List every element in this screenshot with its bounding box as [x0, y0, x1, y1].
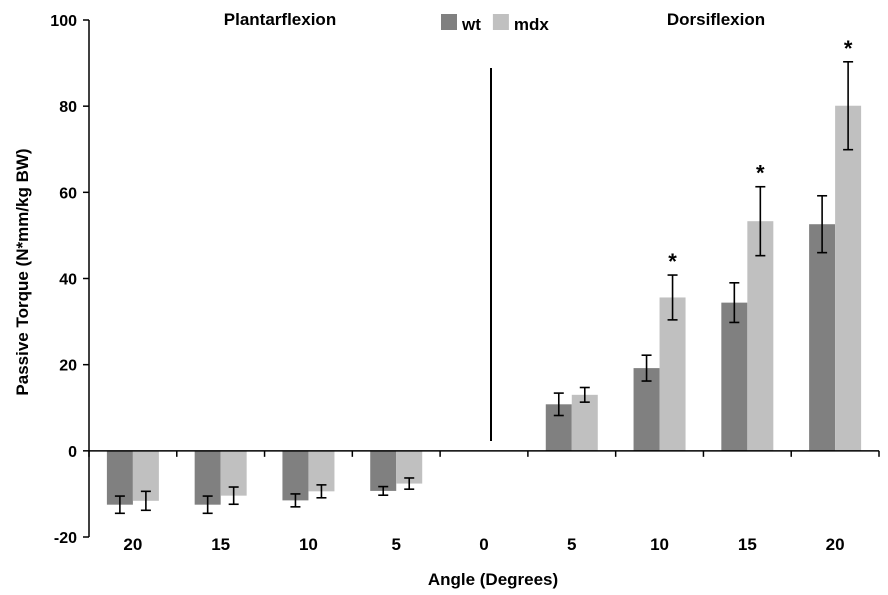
bar-wt-7	[721, 302, 748, 451]
error-bar-mdx-6	[667, 274, 678, 321]
bar-wt-6	[633, 368, 660, 451]
error-bar-wt-0	[114, 495, 125, 515]
labels-layer: * * * -20 0 20 40 60 80 100 20 15 10 5 0 5 10 15 20 Plantar…	[13, 10, 853, 589]
x-tick-label: 15	[738, 535, 757, 554]
bar-mdx-6	[659, 297, 686, 451]
y-axis-title: Passive Torque (N*mm/kg BW)	[13, 148, 32, 395]
error-bar-mdx-7	[755, 185, 766, 257]
y-tick-label: 20	[59, 358, 77, 375]
y-tick-label: 40	[59, 272, 77, 289]
error-bar-wt-2	[290, 493, 301, 508]
error-bar-wt-1	[202, 495, 213, 515]
error-bar-wt-6	[641, 354, 652, 382]
x-tick-label: 20	[123, 535, 142, 554]
bar-wt-8	[809, 224, 836, 451]
legend-swatch-wt	[441, 14, 457, 30]
bar-wt-3	[370, 450, 397, 491]
region-label-plantarflexion: Plantarflexion	[224, 10, 336, 29]
error-bar-wt-5	[553, 392, 564, 417]
y-tick-label: 100	[50, 13, 77, 30]
y-tick-label: 60	[59, 185, 77, 202]
error-bar-mdx-0	[140, 490, 151, 512]
significance-marker: *	[756, 161, 765, 186]
x-tick-label: 10	[299, 535, 318, 554]
x-tick-label: 5	[567, 535, 576, 554]
error-bar-mdx-3	[404, 477, 415, 490]
error-bar-wt-8	[817, 194, 828, 254]
significance-marker: *	[844, 36, 853, 61]
axes-layer	[83, 19, 880, 538]
error-bar-wt-3	[378, 485, 389, 497]
y-tick-label: 0	[68, 444, 77, 461]
bar-mdx-5	[571, 394, 598, 451]
y-tick-label: 80	[59, 99, 77, 116]
x-tick-label: 5	[391, 535, 400, 554]
error-bar-wt-7	[729, 282, 740, 324]
x-tick-label: 15	[211, 535, 230, 554]
error-bar-mdx-8	[843, 60, 854, 151]
bar-mdx-7	[747, 221, 774, 451]
x-axis-title: Angle (Degrees)	[428, 570, 558, 589]
significance-marker: *	[668, 249, 677, 274]
region-label-dorsiflexion: Dorsiflexion	[667, 10, 765, 29]
x-tick-label: 10	[650, 535, 669, 554]
legend-label-wt: wt	[461, 15, 481, 34]
x-tick-label: 0	[479, 535, 488, 554]
bars-layer	[106, 60, 862, 515]
error-bar-mdx-2	[316, 484, 327, 499]
legend: wt mdx	[441, 14, 549, 34]
bar-mdx-8	[835, 105, 862, 451]
bar-wt-2	[282, 450, 309, 501]
error-bar-mdx-5	[579, 386, 590, 403]
y-tick-label: -20	[54, 530, 77, 547]
legend-label-mdx: mdx	[514, 15, 550, 34]
legend-swatch-mdx	[492, 14, 509, 30]
x-tick-label: 20	[826, 535, 845, 554]
error-bar-mdx-1	[228, 486, 239, 506]
